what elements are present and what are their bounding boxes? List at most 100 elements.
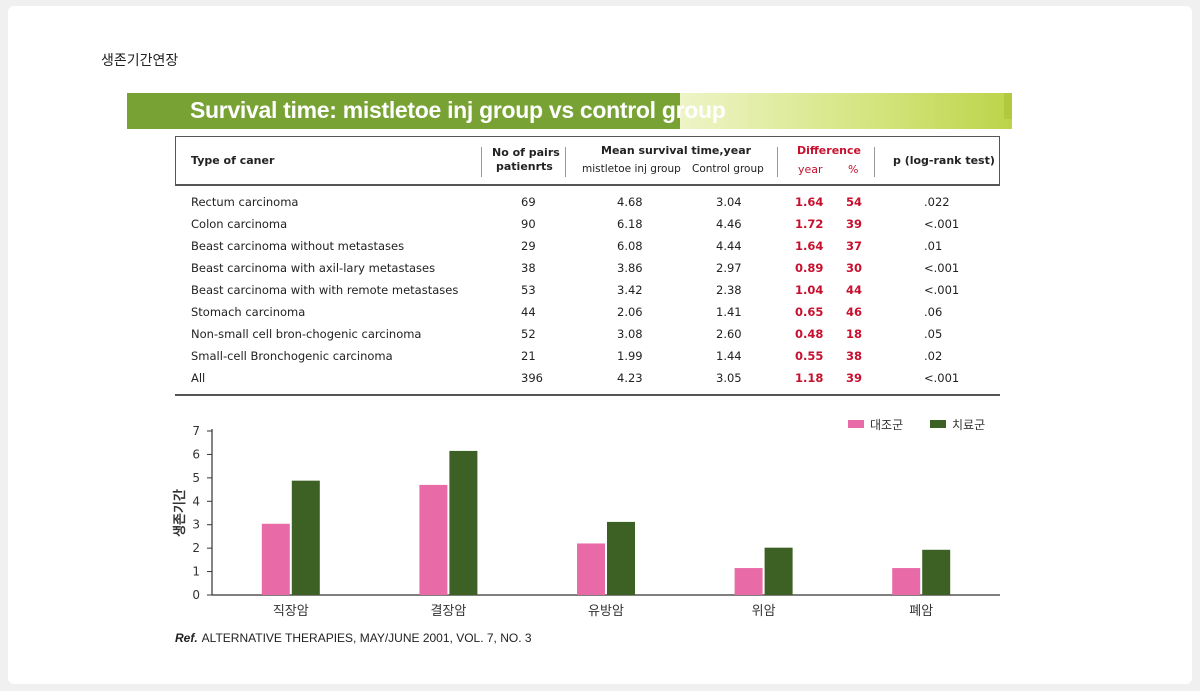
header-mean: Mean survival time,year: [601, 144, 752, 157]
cell-type: Beast carcinoma with axil-lary metastase…: [191, 261, 436, 275]
table-bottom-rule: [175, 394, 1000, 396]
cell-control: 1.44: [716, 349, 742, 363]
cell-diff-pct: 18: [846, 327, 863, 341]
banner-dark-band: [127, 93, 680, 129]
x-tick-label: 직장암: [273, 604, 309, 619]
cell-control: 3.04: [716, 195, 742, 209]
cell-diff-pct: 46: [846, 305, 863, 319]
cell-p: .06: [924, 305, 943, 319]
y-tick-label: 6: [192, 447, 200, 461]
bar-control: [261, 523, 290, 595]
cell-diff-year: 1.64: [795, 239, 824, 253]
cell-mistletoe: 2.06: [617, 305, 643, 319]
y-tick-label: 0: [192, 588, 200, 602]
cell-type: Beast carcinoma with with remote metasta…: [191, 283, 459, 297]
legend-swatch-control: [848, 420, 864, 428]
y-tick-label: 2: [192, 541, 200, 555]
bar-treatment: [764, 547, 793, 595]
table-row: All 396 4.23 3.05 1.18 39 <.001: [191, 371, 991, 391]
cell-diff-pct: 38: [846, 349, 863, 363]
cell-diff-year: 1.04: [795, 283, 824, 297]
bar-control: [419, 484, 448, 595]
cell-control: 4.44: [716, 239, 742, 253]
cell-control: 1.41: [716, 305, 742, 319]
cell-p: .022: [924, 195, 950, 209]
table-row: Colon carcinoma 90 6.18 4.46 1.72 39 <.001: [191, 217, 991, 237]
cell-diff-pct: 39: [846, 371, 863, 385]
reference-note: Ref. ALTERNATIVE THERAPIES, MAY/JUNE 2001…: [175, 631, 532, 645]
banner-light-band: [680, 93, 1012, 129]
table-row: Beast carcinoma without metastases 29 6.08…: [191, 239, 991, 259]
y-axis-label: 생존기간: [172, 489, 188, 537]
table-row: Small-cell Bronchogenic carcinoma 21 1.99 1…: [191, 349, 991, 369]
header-mean-mistletoe: mistletoe inj group: [582, 163, 681, 175]
bar-control: [734, 568, 763, 595]
y-tick-label: 4: [192, 494, 200, 508]
cell-diff-pct: 44: [846, 283, 863, 297]
bar-treatment: [607, 521, 635, 595]
table-row: Rectum carcinoma 69 4.68 3.04 1.64 54 .022: [191, 195, 991, 215]
cell-control: 2.97: [716, 261, 742, 275]
cell-diff-year: 1.64: [795, 195, 824, 209]
x-tick-label: 폐암: [909, 604, 933, 619]
header-diff-year: year: [798, 163, 823, 176]
header-pairs: No of pairs: [492, 146, 560, 159]
bar-treatment: [922, 549, 951, 595]
cell-pairs: 38: [521, 261, 536, 275]
x-tick-label: 유방암: [588, 604, 624, 619]
cell-mistletoe: 3.08: [617, 327, 643, 341]
header-pairs-sub: patienrts: [496, 160, 553, 173]
cell-p: <.001: [924, 261, 960, 275]
x-tick-label: 결장암: [430, 604, 466, 619]
legend-label: 대조군: [870, 418, 904, 432]
cell-type: Colon carcinoma: [191, 217, 288, 231]
cell-type: Stomach carcinoma: [191, 305, 306, 319]
cell-type: Small-cell Bronchogenic carcinoma: [191, 349, 393, 363]
cell-pairs: 44: [521, 305, 536, 319]
header-separator: [565, 147, 566, 177]
table-row: Beast carcinoma with axil-lary metastase…: [191, 261, 991, 281]
cell-diff-year: 1.72: [795, 217, 824, 231]
cell-pairs: 69: [521, 195, 536, 209]
cell-diff-year: 0.48: [795, 327, 824, 341]
header-difference: Difference: [797, 144, 861, 157]
bar-treatment: [291, 480, 320, 595]
cell-diff-pct: 37: [846, 239, 863, 253]
header-separator: [874, 147, 875, 177]
cell-type: Beast carcinoma without metastases: [191, 239, 405, 253]
cell-pairs: 396: [521, 371, 543, 385]
cell-mistletoe: 6.18: [617, 217, 643, 231]
bar-control: [892, 568, 921, 595]
cell-type: Rectum carcinoma: [191, 195, 299, 209]
cell-control: 2.60: [716, 327, 742, 341]
y-tick-label: 7: [192, 424, 200, 438]
cell-p: <.001: [924, 371, 960, 385]
table-row: Stomach carcinoma 44 2.06 1.41 0.65 46 .06: [191, 305, 991, 325]
cell-p: .01: [924, 239, 943, 253]
bar-treatment: [449, 450, 478, 595]
reference-label: Ref.: [175, 631, 198, 645]
header-mean-control: Control group: [692, 163, 764, 175]
y-tick-label: 3: [192, 518, 200, 532]
header-diff-pct: %: [848, 163, 859, 176]
x-tick-label: 위암: [752, 604, 776, 619]
header-p: p (log-rank test): [893, 154, 995, 167]
header-separator: [481, 147, 482, 177]
table-row: Beast carcinoma with with remote metasta…: [191, 283, 991, 303]
cell-p: <.001: [924, 217, 960, 231]
cell-diff-pct: 54: [846, 195, 863, 209]
cell-pairs: 90: [521, 217, 536, 231]
cell-diff-year: 1.18: [795, 371, 824, 385]
cell-diff-year: 0.89: [795, 261, 824, 275]
header-type: Type of caner: [191, 154, 275, 167]
bar-control: [577, 543, 605, 595]
cell-control: 4.46: [716, 217, 742, 231]
cell-pairs: 52: [521, 327, 536, 341]
cell-control: 2.38: [716, 283, 742, 297]
cell-pairs: 21: [521, 349, 536, 363]
legend-swatch-treatment: [930, 420, 946, 428]
cell-mistletoe: 4.68: [617, 195, 643, 209]
cell-control: 3.05: [716, 371, 742, 385]
reference-text: ALTERNATIVE THERAPIES, MAY/JUNE 2001, VO…: [201, 631, 532, 645]
